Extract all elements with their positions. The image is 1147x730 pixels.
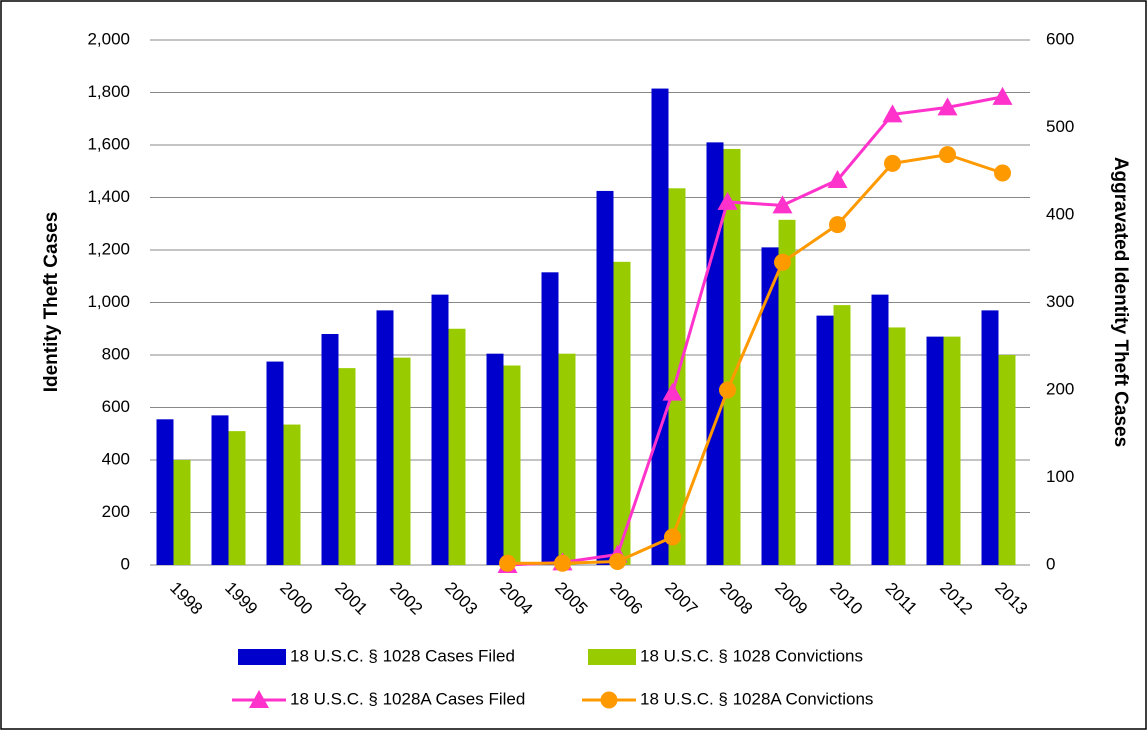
y2-axis-title: Aggravated Identity Theft Cases [1110, 157, 1131, 447]
bar [228, 431, 246, 565]
y2-tick-label: 0 [1046, 554, 1055, 573]
point [827, 170, 848, 188]
bar [833, 305, 851, 565]
point [992, 86, 1013, 105]
bar [723, 148, 741, 565]
y-tick-label: 2,000 [87, 29, 130, 48]
point [939, 146, 956, 164]
y-tick-label: 200 [102, 502, 130, 521]
bar [376, 310, 394, 565]
bar [338, 368, 356, 565]
point [882, 104, 903, 123]
bar [943, 336, 961, 565]
y-tick-label: 1,200 [87, 239, 130, 258]
bar [981, 310, 999, 565]
legend-label: 18 U.S.C. § 1028A Convictions [640, 689, 873, 708]
bar [448, 328, 466, 565]
point [829, 216, 846, 234]
y-tick-label: 0 [121, 554, 130, 573]
legend-marker [249, 690, 269, 708]
y-tick-label: 400 [102, 449, 130, 468]
y-tick-label: 1,600 [87, 134, 130, 153]
bar [613, 261, 631, 565]
point [554, 554, 571, 572]
y-tick-label: 600 [102, 397, 130, 416]
point [717, 191, 738, 210]
bar [761, 247, 779, 565]
point [662, 382, 683, 401]
bar [541, 272, 559, 565]
bar [211, 415, 229, 565]
y2-tick-label: 400 [1046, 204, 1074, 223]
bar [888, 327, 906, 565]
bar [871, 294, 889, 565]
line [507, 95, 1003, 567]
bar [266, 361, 284, 565]
legend-marker [600, 691, 618, 709]
y2-tick-label: 500 [1046, 117, 1074, 136]
bar [503, 365, 521, 565]
y2-tick-label: 300 [1046, 292, 1074, 311]
point [664, 528, 681, 546]
y-tick-label: 800 [102, 344, 130, 363]
point [884, 154, 901, 172]
bar [558, 353, 576, 565]
y2-tick-label: 600 [1046, 29, 1074, 48]
bar [393, 357, 411, 565]
y2-tick-label: 200 [1046, 379, 1074, 398]
y-tick-label: 1,400 [87, 187, 130, 206]
legend-swatch [238, 649, 286, 665]
point [774, 253, 791, 271]
bar [156, 419, 174, 565]
legend-label: 18 U.S.C. § 1028A Cases Filed [290, 689, 525, 708]
bar [778, 219, 796, 565]
line [507, 153, 1003, 565]
legend-swatch [588, 649, 636, 665]
bar [816, 315, 834, 565]
point [719, 381, 736, 399]
bar [431, 294, 449, 565]
point [772, 195, 793, 214]
point [609, 553, 626, 570]
bar [283, 424, 301, 565]
y-tick-label: 1,800 [87, 82, 130, 101]
bar [651, 88, 669, 565]
bar [998, 355, 1016, 565]
point [499, 554, 516, 572]
y2-tick-label: 100 [1046, 467, 1074, 486]
bar [321, 334, 339, 565]
bar [596, 190, 614, 565]
bar [173, 460, 191, 565]
legend-label: 18 U.S.C. § 1028 Cases Filed [290, 646, 515, 665]
bar [486, 353, 504, 565]
bar [926, 336, 944, 565]
point [994, 164, 1011, 182]
y-axis-title: Identity Theft Cases [41, 212, 62, 393]
point [937, 97, 958, 116]
bar [706, 142, 724, 565]
y-tick-label: 1,000 [87, 292, 130, 311]
legend-label: 18 U.S.C. § 1028 Convictions [640, 646, 863, 665]
